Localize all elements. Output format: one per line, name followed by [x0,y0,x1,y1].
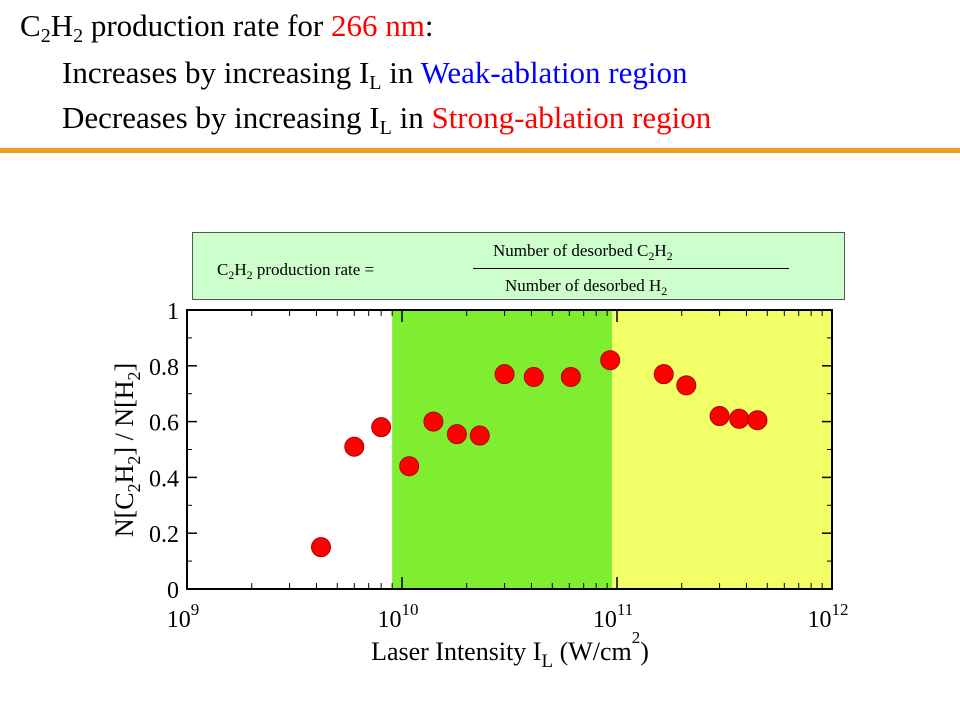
data-point [600,350,621,371]
x-tick-label: 1011 [593,600,633,633]
x-tick-label: 109 [167,600,200,633]
y-tick-label: 0 [167,578,179,604]
y-axis-label: N[C2H2] / N[H2] [110,363,144,537]
data-point [747,410,768,431]
x-axis-label: Laser Intensity IL (W/cm2) [371,628,649,672]
weak-ablation-region [392,310,613,589]
heading-line-1: C2H2 production rate for 266 nm: [20,8,434,47]
y-tick-label: 1 [167,299,179,325]
y-tick-label: 0.8 [149,355,179,381]
y-tick-label: 0.2 [149,522,179,548]
formula-box: C2H2 production rate = Number of desorbe… [192,232,845,300]
data-point [709,406,730,427]
data-point [446,424,467,445]
x-tick-label: 1012 [808,600,849,633]
weak-ablation-highlight: Weak-ablation region [420,55,688,90]
data-point [494,364,515,385]
x-tick-label: 1010 [378,600,419,633]
wavelength-highlight: 266 nm [331,8,425,43]
data-point [676,375,697,396]
data-point [523,366,544,387]
accent-divider [0,148,960,153]
data-point [560,366,581,387]
formula-lhs: C2H2 production rate = [217,260,375,282]
data-point [729,408,750,429]
data-point [469,425,490,446]
fraction-bar [473,268,789,269]
heading-line-2: Increases by increasing IL in Weak-ablat… [62,55,688,94]
heading-line-3: Decreases by increasing IL in Strong-abl… [62,100,712,139]
formula-denominator: Number of desorbed H2 [505,276,668,298]
data-point [344,436,365,457]
strong-ablation-highlight: Strong-ablation region [431,100,712,135]
strong-ablation-region [612,310,832,589]
y-tick-label: 0.4 [149,466,179,492]
data-point [653,364,674,385]
data-point [423,411,444,432]
data-point [371,417,392,438]
y-tick-label: 0.6 [149,411,179,437]
data-point [399,456,420,477]
formula-numerator: Number of desorbed C2H2 [493,241,673,263]
data-point [310,537,331,558]
